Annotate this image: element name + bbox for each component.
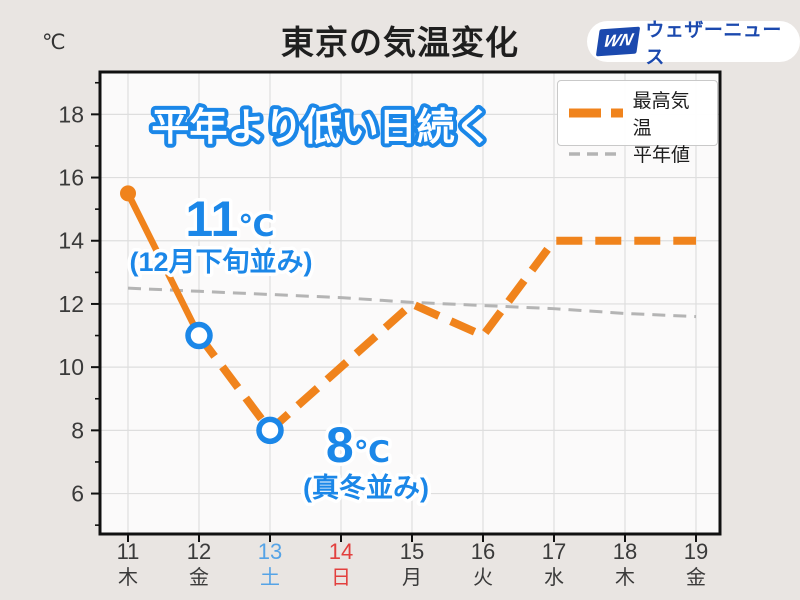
annotation-headline: 平年より低い日続く bbox=[151, 107, 492, 149]
annotation-label-day13-note: (真冬並み) bbox=[303, 472, 429, 503]
data-point-ring bbox=[185, 321, 213, 350]
max-temp-line-forecast bbox=[195, 236, 696, 435]
y-tick-label: 12 bbox=[58, 291, 84, 317]
x-tick-label: 15 bbox=[400, 539, 424, 564]
plot-border bbox=[98, 70, 722, 536]
legend-item-max-temp: 最高気温 bbox=[567, 86, 708, 140]
weekday-label: 木 bbox=[118, 566, 138, 589]
page-title: 東京の気温変化 bbox=[281, 24, 519, 61]
weekday-label: 木 bbox=[615, 566, 635, 589]
x-tick-label: 12 bbox=[187, 539, 211, 564]
x-tick-label: 19 bbox=[684, 539, 708, 564]
data-point-ring bbox=[256, 416, 284, 445]
chart-legend: 最高気温 平年値 bbox=[557, 80, 718, 166]
annotation-label-day12-note: (12月下旬並み) bbox=[129, 247, 312, 277]
max-temp-line-observed bbox=[124, 190, 203, 339]
weekday-label: 日 bbox=[331, 567, 351, 589]
x-tick-label: 13 bbox=[258, 539, 282, 564]
annotation-label-day13-value: 8℃ bbox=[326, 417, 390, 473]
y-tick-label: 8 bbox=[71, 417, 84, 443]
weekday-label: 月 bbox=[402, 567, 422, 589]
normal-line-sample bbox=[569, 151, 623, 156]
y-tick-label: 14 bbox=[58, 228, 84, 254]
y-axis-unit-label: ℃ bbox=[42, 31, 66, 54]
weekday-label: 火 bbox=[473, 567, 493, 589]
x-tick-label: 14 bbox=[329, 539, 353, 564]
legend-item-normal: 平年値 bbox=[567, 140, 708, 167]
y-tick-label: 18 bbox=[58, 101, 84, 127]
brand-logo: WN ウェザーニュース bbox=[587, 20, 800, 68]
weekday-label: 金 bbox=[189, 566, 209, 589]
x-tick-label: 11 bbox=[117, 539, 140, 564]
normal-temp-line bbox=[127, 286, 697, 319]
y-tick-label: 10 bbox=[58, 354, 84, 380]
weekday-label: 水 bbox=[544, 566, 564, 589]
x-tick-label: 16 bbox=[471, 539, 495, 564]
x-tick-label: 18 bbox=[613, 539, 637, 564]
y-tick-label: 16 bbox=[58, 165, 84, 191]
legend-label-max-temp: 最高気温 bbox=[632, 91, 690, 139]
annotation-label-day12-value: 11℃ bbox=[185, 191, 274, 247]
data-point-dot bbox=[120, 185, 136, 202]
legend-label-normal: 平年値 bbox=[633, 145, 691, 166]
brand-name: ウェザーニュース bbox=[645, 19, 782, 68]
x-tick-label: 17 bbox=[542, 539, 566, 564]
y-tick-label: 6 bbox=[71, 481, 84, 507]
max-temp-line-sample bbox=[569, 108, 623, 118]
weekday-label: 土 bbox=[260, 566, 280, 589]
weekday-label: 金 bbox=[686, 566, 706, 589]
